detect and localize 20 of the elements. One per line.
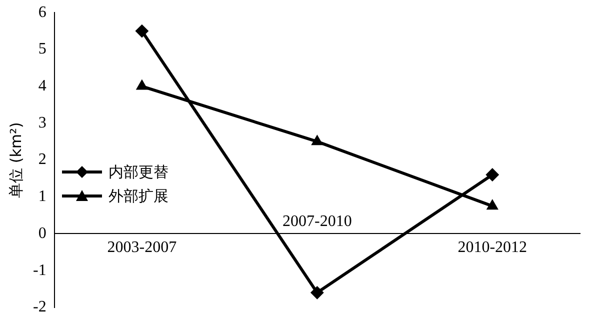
point: [311, 135, 323, 146]
y-tick-label: 2: [38, 151, 46, 168]
point: [486, 168, 499, 182]
y-tick-label: -1: [33, 262, 46, 279]
point: [310, 286, 324, 300]
y-tick-label: 1: [38, 188, 46, 206]
y-tick-label: 3: [38, 114, 46, 132]
point: [136, 80, 148, 90]
x-tick-label: 2003-2007: [107, 238, 177, 256]
y-tick-label: 4: [38, 78, 46, 95]
x-tick-label: 2007-2010: [282, 212, 352, 230]
legend-label: 内部更替: [108, 162, 168, 182]
y-tick-label: 6: [38, 4, 46, 21]
y-tick-label: 5: [38, 40, 46, 58]
y-tick-label: 0: [38, 224, 46, 242]
point: [486, 200, 498, 210]
x-tick-label: 2010-2012: [458, 238, 528, 256]
y-axis-title: 单位 (km²): [6, 122, 25, 198]
y-tick-label: -2: [33, 298, 46, 316]
legend-label: 外部扩展: [108, 186, 168, 206]
